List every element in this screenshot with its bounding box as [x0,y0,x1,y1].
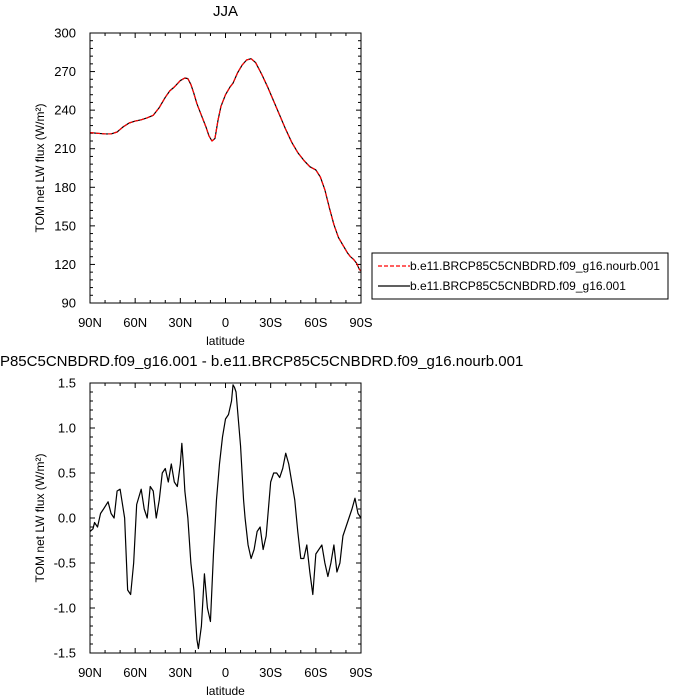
y-tick-label: 240 [54,103,76,118]
tick-labels-top: 90N 60N 30N 0 30S 60S 90S 90 120 150 180 210 240 270 3… [54,26,373,331]
y-tick-label: 0.0 [58,511,76,526]
y-tick-label: 300 [54,26,76,41]
x-tick-label: 30N [168,315,192,330]
y-tick-label: 180 [54,180,76,195]
x-tick-label: 30N [168,665,192,680]
chart-title-bottom: b.e11.BRCP85C5CNBDRD.f09_g16.001 - b.e11… [0,353,523,370]
y-tick-label: 150 [54,218,76,233]
series-lines-bottom [89,384,362,650]
x-tick-label: 30S [259,315,282,330]
x-tick-label: 90S [349,315,372,330]
panel-bottom: b.e11.BRCP85C5CNBDRD.f09_g16.001 - b.e11… [0,353,523,698]
legend-label: b.e11.BRCP85C5CNBDRD.f09_g16.nourb.001 [410,259,660,273]
y-tick-label: -0.5 [54,556,76,571]
panel-top: JJA latitude TOM net LW flux (W/m²) 90N 6… [33,3,373,348]
series-line [89,58,362,272]
x-axis-label-bottom: latitude [206,684,245,698]
chart-title-top: JJA [213,3,238,20]
plot-frame-bottom [89,382,362,654]
x-axis-label-top: latitude [206,334,245,348]
y-tick-label: 210 [54,141,76,156]
x-tick-label: 90S [349,665,372,680]
series-lines-top [89,58,362,272]
legend-label: b.e11.BRCP85C5CNBDRD.f09_g16.001 [410,279,626,293]
y-tick-label: -1.0 [54,601,76,616]
y-tick-label: 1.5 [58,376,76,391]
legend-box [371,252,669,300]
legend: b.e11.BRCP85C5CNBDRD.f09_g16.nourb.001 b.… [371,252,669,300]
y-axis-label-top: TOM net LW flux (W/m²) [33,104,47,233]
x-tick-label: 60N [123,665,147,680]
y-tick-label: 0.5 [58,466,76,481]
y-tick-label: 270 [54,64,76,79]
x-tick-label: 60N [123,315,147,330]
x-tick-label: 60S [304,665,327,680]
y-tick-label: 120 [54,257,76,272]
series-line [89,384,362,650]
x-tick-label: 0 [222,315,229,330]
plot-frame-top [89,32,362,304]
y-tick-label: -1.5 [54,646,76,661]
x-tick-label: 60S [304,315,327,330]
y-axis-label-bottom: TOM net LW flux (W/m²) [33,454,47,583]
y-tick-label: 1.0 [58,421,76,436]
x-tick-label: 90N [78,665,102,680]
x-tick-label: 30S [259,665,282,680]
series-line [89,58,362,272]
x-tick-label: 90N [78,315,102,330]
x-tick-label: 0 [222,665,229,680]
tick-labels-bottom: 90N 60N 30N 0 30S 60S 90S -1.5 -1.0 -0.5 0.0 0.5 1.0… [54,376,373,681]
y-tick-label: 90 [62,296,76,311]
